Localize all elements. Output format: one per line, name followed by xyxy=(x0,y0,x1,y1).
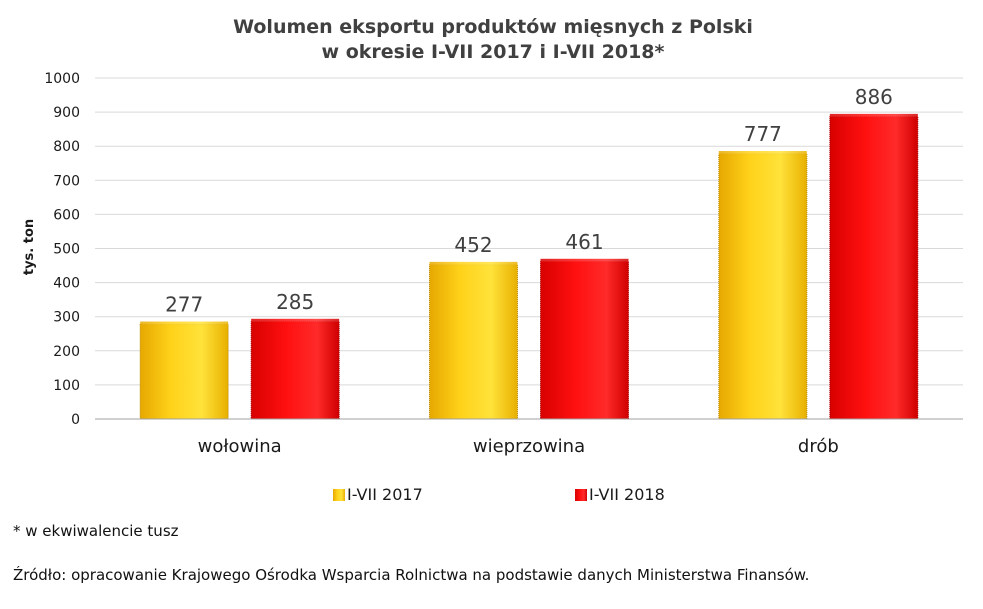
bars xyxy=(139,113,919,420)
bar-2017 xyxy=(139,324,229,420)
bar-top-2017 xyxy=(429,261,518,266)
y-tick-label: 600 xyxy=(53,207,80,223)
bar-2018 xyxy=(540,261,629,420)
data-label-2017: 777 xyxy=(744,122,782,146)
y-tick-label: 500 xyxy=(53,242,80,258)
y-tick-label: 800 xyxy=(53,139,80,155)
y-tick-label: 200 xyxy=(53,344,80,360)
legend-label-2018: I-VII 2018 xyxy=(589,485,665,504)
bar-top-2018 xyxy=(251,318,340,323)
x-category-label: wieprzowina xyxy=(473,436,585,457)
y-tick-label: 1000 xyxy=(44,71,80,87)
y-axis-ticks: 0 100 200 300 400 500 600 700 800 900 1000 xyxy=(44,71,80,428)
gridlines xyxy=(95,77,963,386)
bar-2018 xyxy=(250,321,340,420)
footnote: * w ekwiwalencie tusz xyxy=(13,522,179,540)
y-tick-label: 0 xyxy=(71,412,80,428)
y-tick-label: 400 xyxy=(53,276,80,292)
bar-top-2018 xyxy=(829,113,918,118)
data-label-2017: 452 xyxy=(454,233,492,257)
data-label-2018: 886 xyxy=(855,85,893,109)
legend-swatch-2018 xyxy=(575,489,587,501)
bar-2017 xyxy=(429,264,518,420)
bar-top-2017 xyxy=(140,321,229,326)
data-labels: 277 285 452 461 777 886 xyxy=(165,85,893,317)
y-tick-label: 300 xyxy=(53,310,80,326)
x-axis-categories: wołowina wieprzowina drób xyxy=(198,436,839,457)
y-tick-label: 900 xyxy=(53,105,80,121)
bar-top-2018 xyxy=(540,258,629,263)
legend-item-2018: I-VII 2018 xyxy=(575,485,665,504)
legend-swatch-2017 xyxy=(333,489,345,501)
legend-item-2017: I-VII 2017 xyxy=(333,485,423,504)
data-label-2018: 285 xyxy=(276,290,314,314)
source-note: Źródło: opracowanie Krajowego Ośrodka Ws… xyxy=(13,566,810,584)
y-tick-label: 100 xyxy=(53,378,80,394)
legend: I-VII 2017 I-VII 2018 xyxy=(333,485,665,504)
y-axis-label: tys. ton xyxy=(22,219,37,275)
x-category-label: wołowina xyxy=(198,436,282,457)
bar-2018 xyxy=(829,116,919,420)
bar-top-2017 xyxy=(718,151,807,156)
chart-title-line-1: Wolumen eksportu produktów mięsnych z Po… xyxy=(233,16,753,38)
data-label-2017: 277 xyxy=(165,293,203,317)
chart-title-line-2: w okresie I-VII 2017 i I-VII 2018* xyxy=(322,41,665,63)
legend-label-2017: I-VII 2017 xyxy=(347,485,423,504)
data-label-2018: 461 xyxy=(565,230,603,254)
bar-2017 xyxy=(718,153,808,420)
y-tick-label: 700 xyxy=(53,173,80,189)
x-category-label: drób xyxy=(798,436,839,457)
